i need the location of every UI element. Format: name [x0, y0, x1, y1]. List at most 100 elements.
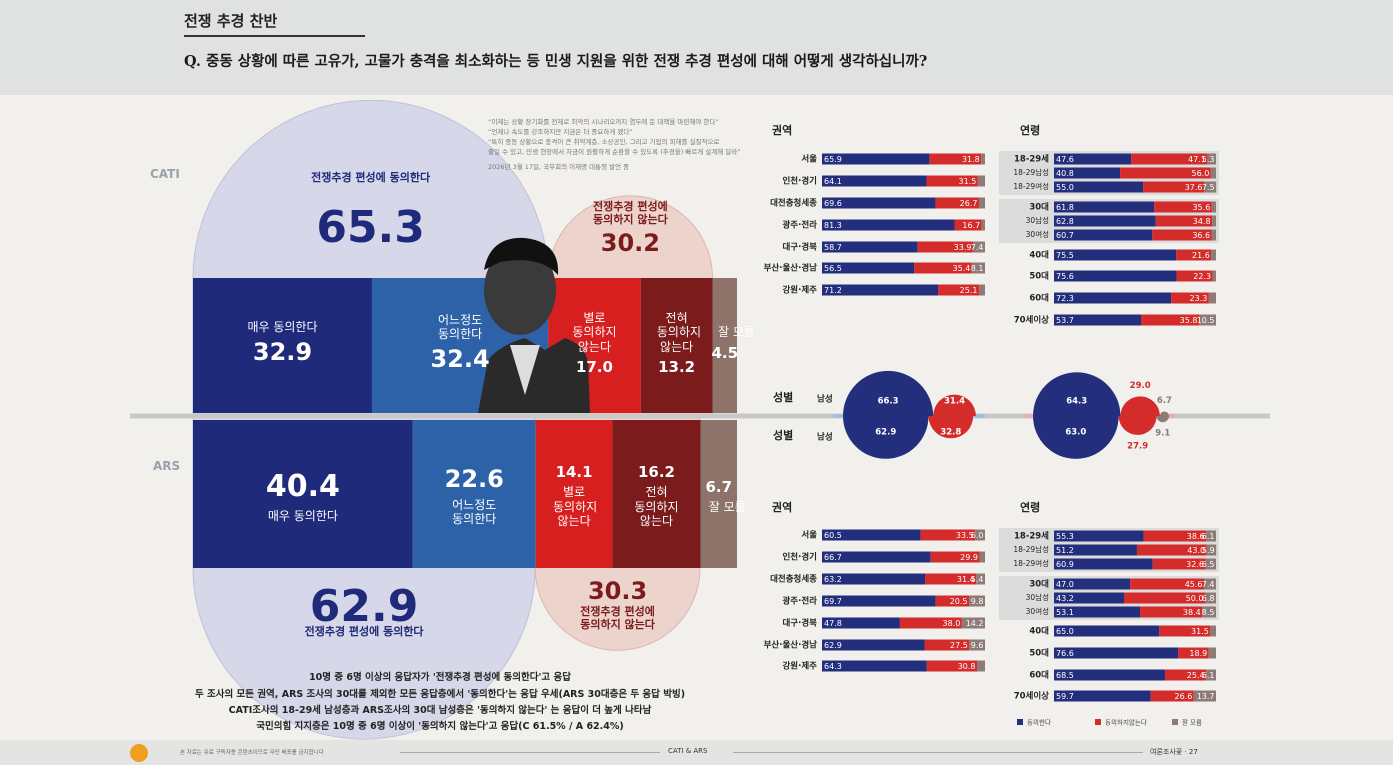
value-label: 31.5 [959, 177, 977, 186]
bar-segment [1211, 249, 1216, 261]
bar-segment [1207, 153, 1216, 165]
value-label: 45.6 [1185, 580, 1203, 589]
bar-segment [961, 617, 985, 629]
value-label: 47.8 [824, 619, 842, 628]
gender-label: 남성 [817, 432, 833, 443]
semicircle [1156, 416, 1169, 423]
value-label: 21.6 [1192, 251, 1210, 260]
segment-value: 32.4 [430, 345, 490, 374]
row-label: 18-29남성 [1013, 545, 1049, 554]
bar-segment [1205, 558, 1216, 570]
value-label: 29.9 [960, 553, 978, 562]
value-label: 31.8 [962, 155, 980, 164]
bar-segment [1206, 530, 1216, 542]
segment-value: 16.2 [637, 463, 675, 482]
bar-segment [929, 153, 982, 165]
legend-label: 잘 모름 [1182, 719, 1202, 727]
bar-segment [822, 153, 930, 165]
bar-segment [1193, 690, 1216, 702]
value-label: 75.5 [1056, 251, 1074, 260]
total-value: 30.2 [600, 229, 660, 257]
bar-segment [899, 617, 962, 629]
bar-segment [1054, 606, 1141, 618]
value-label: 5.4 [971, 575, 984, 584]
bar-segment [822, 197, 936, 209]
footer-rule [400, 752, 660, 753]
value-label: 61.8 [1056, 203, 1074, 212]
value-label: 65.0 [1056, 627, 1074, 636]
bar-segment [1206, 544, 1217, 556]
bar-segment [1054, 530, 1144, 542]
row-label: 18-29여성 [1013, 558, 1049, 568]
value-label: 9.1 [1155, 429, 1170, 439]
value-label: 31.4 [957, 575, 975, 584]
footnote: CATI조사의 18-29세 남성층과 ARS조사의 30대 남성층은 '동의하… [228, 705, 652, 716]
value-label: 22.3 [1193, 272, 1211, 281]
row-label: 30남성 [1026, 216, 1049, 225]
bar-segment [640, 278, 713, 413]
value-label: 66.3 [878, 397, 899, 407]
value-label: 60.5 [824, 531, 842, 540]
bar-segment [926, 175, 978, 187]
bar-segment [1054, 229, 1153, 241]
bar-segment [1140, 314, 1199, 326]
bar-segment [978, 284, 985, 296]
row-label: 18-29여성 [1013, 181, 1049, 191]
value-label: 68.5 [1056, 671, 1074, 680]
bar-segment [975, 529, 985, 541]
bar-segment [938, 284, 979, 296]
bar-segment [1206, 669, 1216, 681]
value-label: 53.7 [1056, 316, 1074, 325]
bar-segment [1054, 167, 1121, 179]
segment-box: 전혀 동의하지 않는다 13.2 [641, 278, 713, 413]
segment-box: 40.4 매우 동의한다 [193, 420, 413, 568]
semicircle [1118, 416, 1157, 435]
quote-line: “특히 중동 상황으로 충격이 큰 취약계층, 소상공인, 그리고 기업의 피해… [488, 138, 720, 146]
panel-title: 연령 [1020, 123, 1040, 137]
row-label: 50대 [1029, 648, 1049, 659]
row-label: 광주·전라 [782, 596, 817, 607]
bar-segment [822, 241, 918, 253]
value-label: 38.6 [1187, 532, 1205, 541]
value-label: 32.8 [940, 428, 961, 438]
survey-label: ARS [153, 459, 181, 473]
value-label: 60.7 [1056, 231, 1074, 240]
bar-segment [1212, 270, 1216, 282]
bar-segment [712, 278, 737, 413]
bar-segment [914, 262, 972, 274]
value-label: 64.3 [1066, 397, 1087, 407]
value-label: 76.6 [1056, 649, 1074, 658]
total-value: 30.3 [587, 577, 648, 605]
value-label: 32.6 [1186, 560, 1204, 569]
bar-segment [1211, 229, 1216, 241]
title-underline [184, 35, 365, 37]
panel-title: 권역 [772, 500, 792, 514]
value-label: 6.1 [1202, 532, 1215, 541]
row-label: 광주·전라 [782, 220, 817, 231]
quote-line: 줄일 수 있고, 민생 현장에서 자금이 원활하게 순환할 수 있도록 (추경을… [488, 148, 741, 156]
value-label: 65.9 [824, 155, 842, 164]
bar-segment [700, 420, 737, 568]
bar-segment [920, 529, 976, 541]
row-label: 70세이상 [1014, 315, 1049, 326]
value-label: 62.9 [824, 641, 842, 650]
footer-center: CATI & ARS [668, 747, 708, 755]
semicircle [933, 394, 976, 416]
segment-value: 13.2 [658, 358, 696, 377]
segment-label: 매우 동의한다 [247, 319, 318, 334]
value-label: 31.4 [944, 397, 965, 407]
legend-swatch [1172, 719, 1178, 725]
segment-label: 별로 동의하지 않는다 [552, 485, 598, 529]
segment-label: 어느정도 동의한다 [452, 498, 497, 527]
bar-segment [1211, 201, 1216, 213]
bar-segment [1208, 292, 1216, 304]
photo-hair [484, 237, 559, 275]
legend-swatch [1095, 719, 1101, 725]
value-label: 26.7 [960, 199, 978, 208]
bar-segment [977, 660, 985, 672]
segment-label: 어느정도 동의한다 [438, 312, 483, 342]
bar-segment [1054, 544, 1137, 556]
value-label: 55.3 [1056, 532, 1074, 541]
bar-segment [193, 420, 413, 568]
value-label: 9.8 [971, 597, 984, 606]
